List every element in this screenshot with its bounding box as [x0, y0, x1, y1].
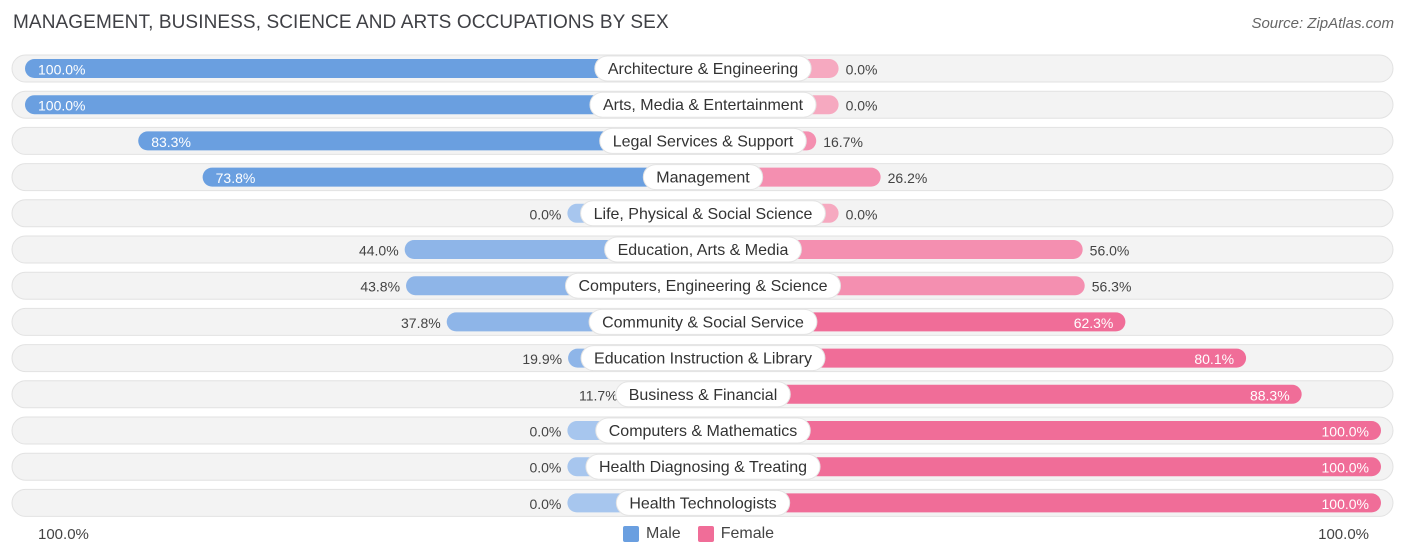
value-label-female: 56.3%: [1092, 279, 1132, 295]
value-label-male: 100.0%: [38, 98, 85, 114]
category-label: Education, Arts & Media: [618, 242, 789, 259]
legend: Male Female: [623, 525, 791, 543]
category-pill: [595, 417, 811, 444]
chart-title: MANAGEMENT, BUSINESS, SCIENCE AND ARTS O…: [13, 12, 669, 33]
category-label: Architecture & Engineering: [608, 61, 798, 78]
category-pill: [594, 55, 812, 82]
legend-label-female: Female: [720, 525, 775, 542]
chart-row: 100.0% 0.0% Arts, Media & Entertainment: [11, 90, 1394, 119]
value-label-female: 62.3%: [1074, 315, 1114, 331]
category-pill: [588, 308, 818, 335]
category-label: Health Diagnosing & Treating: [599, 459, 807, 476]
chart-row: 19.9% 80.1% Education Instruction & Librar…: [11, 344, 1394, 373]
legend-item-male: Male: [623, 525, 681, 543]
legend-swatch-male: [623, 526, 639, 542]
value-label-female: 80.1%: [1194, 351, 1234, 367]
category-label: Education Instruction & Library: [594, 351, 812, 368]
category-label: Management: [656, 170, 750, 187]
category-pill: [615, 381, 791, 408]
category-label: Legal Services & Support: [613, 133, 794, 150]
bar-male: [138, 131, 703, 151]
chart-row: 37.8% 62.3% Community & Social Service: [11, 307, 1394, 336]
category-pill: [615, 489, 791, 516]
chart-row: 73.8% 26.2% Management: [11, 163, 1394, 192]
value-label-male: 43.8%: [360, 279, 400, 295]
category-pill: [599, 127, 807, 154]
chart-row: 83.3% 16.7% Legal Services & Support: [11, 126, 1394, 155]
category-label: Life, Physical & Social Science: [594, 206, 813, 223]
bar-female: [703, 457, 1381, 477]
value-label-female: 0.0%: [846, 62, 878, 78]
value-label-female: 56.0%: [1090, 243, 1130, 259]
category-label: Health Technologists: [629, 495, 776, 512]
value-label-male: 0.0%: [529, 496, 561, 512]
chart-row: 43.8% 56.3% Computers, Engineering & Scien…: [11, 271, 1394, 300]
category-pill: [564, 272, 842, 299]
category-pill: [580, 200, 826, 227]
chart-row: 0.0% 100.0% Health Diagnosing & Treating: [11, 452, 1394, 481]
category-pill: [604, 236, 802, 263]
category-pill: [580, 345, 826, 372]
category-pill: [589, 91, 817, 118]
axis-right-label: 100.0%: [1318, 526, 1369, 543]
axis-left-label: 100.0%: [38, 526, 89, 543]
value-label-male: 0.0%: [529, 460, 561, 476]
bar-female: [703, 493, 1381, 513]
value-label-male: 100.0%: [38, 62, 85, 78]
category-label: Computers & Mathematics: [609, 423, 798, 440]
legend-label-male: Male: [646, 525, 681, 542]
value-label-male: 37.8%: [401, 315, 441, 331]
value-label-male: 19.9%: [522, 351, 562, 367]
value-label-female: 100.0%: [1322, 424, 1369, 440]
bar-male: [25, 59, 703, 78]
source-credit: Source: ZipAtlas.com: [1251, 15, 1394, 32]
legend-swatch-female: [697, 526, 714, 542]
chart-row: 44.0% 56.0% Education, Arts & Media: [11, 235, 1394, 264]
value-label-female: 26.2%: [888, 170, 928, 186]
category-label: Arts, Media & Entertainment: [603, 97, 804, 114]
value-label-female: 100.0%: [1322, 460, 1369, 476]
value-label-male: 73.8%: [216, 170, 256, 186]
value-label-female: 88.3%: [1250, 387, 1290, 403]
category-label: Computers, Engineering & Science: [578, 278, 827, 295]
category-pill: [642, 164, 764, 191]
value-label-male: 44.0%: [359, 243, 399, 259]
value-label-male: 0.0%: [529, 206, 561, 222]
category-label: Business & Financial: [629, 387, 778, 404]
legend-item-female: Female: [697, 525, 775, 543]
value-label-male: 83.3%: [151, 134, 191, 150]
chart-row: 100.0% 0.0% Architecture & Engineering: [11, 54, 1394, 83]
value-label-male: 0.0%: [529, 424, 561, 440]
value-label-female: 16.7%: [823, 134, 863, 150]
bar-chart: 100.0% 0.0%Architecture & Engineering100.…: [11, 54, 1394, 517]
category-label: Community & Social Service: [602, 314, 804, 331]
bar-female: [703, 348, 1247, 368]
bar-male: [25, 95, 703, 115]
value-label-female: 100.0%: [1322, 496, 1369, 512]
category-pill: [585, 453, 821, 480]
chart-row: 0.0% 100.0% Health Technologists: [11, 488, 1394, 517]
chart-row: 11.7% 88.3% Business & Financial: [11, 380, 1394, 409]
value-label-female: 0.0%: [846, 206, 878, 222]
value-label-male: 11.7%: [579, 387, 618, 403]
bar-male: [202, 167, 704, 187]
value-label-female: 0.0%: [846, 98, 878, 114]
chart-row: 0.0% 0.0% Life, Physical & Social Science: [11, 199, 1394, 228]
chart-row: 0.0% 100.0% Computers & Mathematics: [11, 416, 1394, 445]
bar-female: [703, 384, 1302, 404]
bar-female: [703, 421, 1381, 440]
